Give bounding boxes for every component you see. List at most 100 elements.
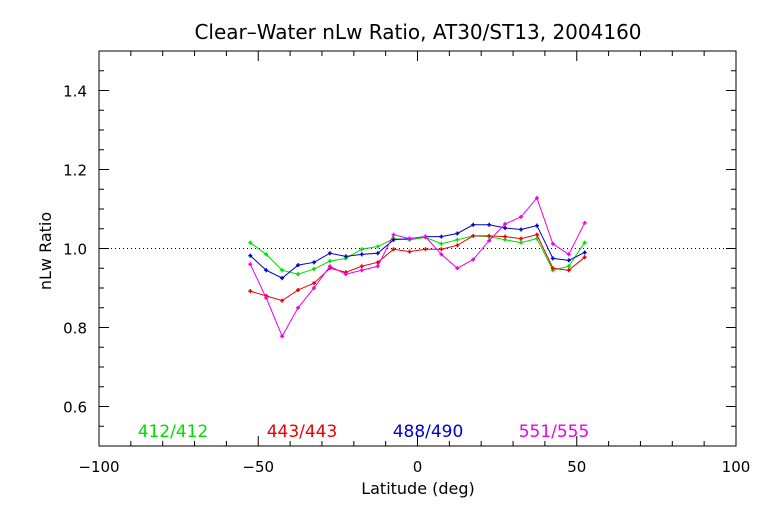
data-point <box>343 254 348 259</box>
y-tick-label: 1.2 <box>63 162 87 180</box>
data-point <box>503 225 508 230</box>
data-point <box>391 247 396 252</box>
data-point <box>375 260 380 265</box>
data-point <box>455 237 460 242</box>
chart-title: Clear–Water nLw Ratio, AT30/ST13, 200416… <box>194 20 641 44</box>
data-point <box>311 281 316 286</box>
data-point <box>566 252 571 257</box>
data-point <box>503 222 508 227</box>
data-point <box>582 240 587 245</box>
x-tick-label: −100 <box>78 458 119 476</box>
axis-tick-labels: −100 −50 0 50 100 0.6 0.8 1.0 1.2 1.4 <box>63 83 750 477</box>
x-tick-label: −50 <box>242 458 274 476</box>
data-point <box>487 233 492 238</box>
data-point <box>439 241 444 246</box>
data-point <box>359 247 364 252</box>
data-point <box>296 287 301 292</box>
data-point <box>407 249 412 254</box>
y-axis-label: nLw Ratio <box>36 212 55 290</box>
data-point <box>375 251 380 256</box>
x-tick-label: 0 <box>413 458 423 476</box>
data-point <box>311 260 316 265</box>
series-line <box>249 196 586 338</box>
data-point <box>264 252 269 257</box>
data-point <box>280 298 285 303</box>
y-tick-label: 0.6 <box>63 399 87 417</box>
x-tick-label: 100 <box>722 458 751 476</box>
data-point <box>280 268 285 273</box>
data-point <box>582 250 587 255</box>
data-point <box>471 233 476 238</box>
data-point <box>248 262 253 267</box>
data-point <box>327 264 332 269</box>
data-point <box>375 244 380 249</box>
y-tick-label: 1.4 <box>63 83 87 101</box>
data-point <box>439 252 444 257</box>
data-point <box>375 264 380 269</box>
legend-entry: 412/412 <box>138 422 209 442</box>
x-tick-label: 50 <box>567 458 586 476</box>
data-point <box>343 272 348 277</box>
series-line <box>249 224 585 279</box>
legend-entry: 551/555 <box>519 422 590 442</box>
data-point <box>248 240 253 245</box>
legend-entry: 443/443 <box>267 422 338 442</box>
x-axis-label: Latitude (deg) <box>361 479 475 498</box>
data-point <box>359 264 364 269</box>
data-point <box>471 222 476 227</box>
data-point <box>582 255 587 260</box>
data-point <box>327 251 332 256</box>
data-point <box>519 227 524 232</box>
data-point <box>534 223 539 228</box>
data-point <box>280 276 285 281</box>
data-point <box>296 263 301 268</box>
data-point <box>519 214 524 219</box>
data-point <box>296 272 301 277</box>
data-point <box>455 231 460 236</box>
data-point <box>455 243 460 248</box>
data-point <box>248 253 253 258</box>
series-line <box>250 234 586 302</box>
data-point <box>550 266 555 271</box>
data-point <box>407 236 412 241</box>
data-point <box>391 232 396 237</box>
data-point <box>455 266 460 271</box>
data-point <box>423 247 428 252</box>
data-point <box>471 257 476 262</box>
data-point <box>534 232 539 237</box>
data-point <box>391 237 396 242</box>
data-point <box>296 305 301 310</box>
series-1 <box>248 232 587 303</box>
data-point <box>550 241 555 246</box>
data-point <box>487 222 492 227</box>
series-3 <box>248 195 587 339</box>
data-point <box>311 267 316 272</box>
data-point <box>582 220 587 225</box>
y-tick-label: 1.0 <box>63 241 87 259</box>
series-2 <box>248 222 587 281</box>
data-point <box>550 256 555 261</box>
data-point <box>566 268 571 273</box>
data-point <box>439 247 444 252</box>
data-point <box>264 295 269 300</box>
data-point <box>359 268 364 273</box>
legend-entry: 488/490 <box>393 422 464 442</box>
data-point <box>264 268 269 273</box>
data-point <box>503 234 508 239</box>
data-point <box>359 252 364 257</box>
axis-ticks <box>98 50 737 447</box>
data-point <box>423 234 428 239</box>
data-point <box>519 240 524 245</box>
data-point <box>311 286 316 290</box>
data-point <box>534 195 539 200</box>
data-point <box>566 264 571 269</box>
series-line <box>249 235 586 275</box>
data-point <box>248 289 253 294</box>
plot-frame <box>98 50 737 447</box>
series-layer <box>248 195 587 339</box>
data-point <box>487 238 492 243</box>
y-tick-label: 0.8 <box>63 320 87 338</box>
data-point <box>519 236 524 241</box>
data-point <box>327 259 332 264</box>
